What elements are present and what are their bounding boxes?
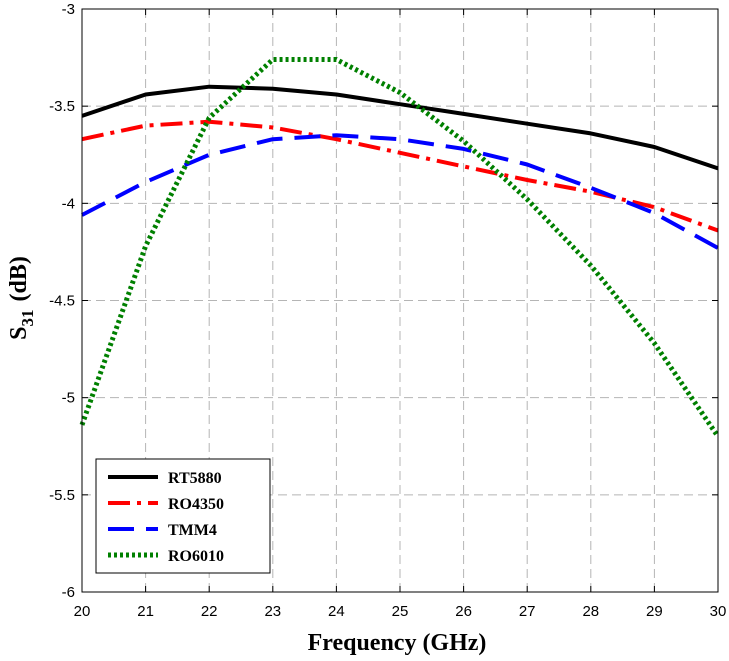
x-tick-label: 22 <box>201 603 218 620</box>
legend-label-ro4350: RO4350 <box>168 496 224 513</box>
legend: RT5880 RO4350 TMM4 RO6010 <box>95 458 271 574</box>
tick-labels: 20 21 22 23 24 25 26 27 28 29 30 -6 -5.5 -5 -4.5 -4 -3.5… <box>49 1 726 620</box>
x-tick-label: 27 <box>519 603 536 620</box>
y-axis-label-main: S <box>6 326 32 339</box>
series-line-ro6010 <box>79 57 721 438</box>
y-tick-label: -4.5 <box>49 293 75 310</box>
x-axis-label: Frequency (GHz) <box>308 630 487 656</box>
x-tick-label: 25 <box>392 603 409 620</box>
y-tick-label: -5.5 <box>49 487 75 504</box>
x-tick-label: 21 <box>137 603 154 620</box>
y-axis-label-unit: (dB) <box>6 256 32 301</box>
x-tick-label: 23 <box>264 603 281 620</box>
y-axis-label: S31 (dB) <box>6 256 37 340</box>
y-tick-label: -3.5 <box>49 98 75 115</box>
x-tick-label: 30 <box>710 603 727 620</box>
x-tick-label: 24 <box>328 603 345 620</box>
legend-label-ro6010: RO6010 <box>168 548 224 565</box>
y-axis-label-subscript: 31 <box>18 309 37 326</box>
legend-label-tmm4: TMM4 <box>168 522 217 539</box>
series-lines <box>79 57 721 438</box>
y-tick-label: -4 <box>62 195 75 212</box>
x-tick-label: 29 <box>646 603 663 620</box>
legend-label-rt5880: RT5880 <box>168 470 222 487</box>
y-tick-label: -3 <box>62 1 75 18</box>
x-tick-label: 26 <box>455 603 472 620</box>
series-line-rt5880 <box>81 84 719 171</box>
x-tick-label: 28 <box>582 603 599 620</box>
x-tick-label: 20 <box>74 603 91 620</box>
y-tick-label: -6 <box>62 584 75 601</box>
y-tick-label: -5 <box>62 390 75 407</box>
